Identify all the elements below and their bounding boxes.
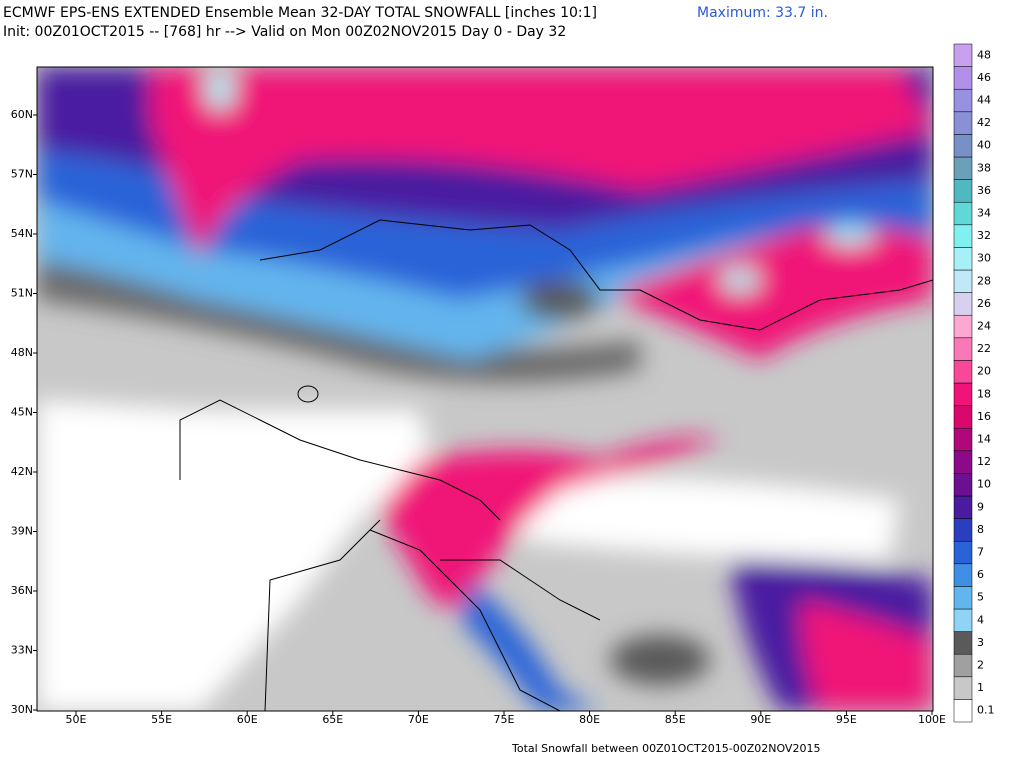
legend-label: 46: [977, 71, 991, 84]
legend-swatch: [953, 450, 973, 474]
legend-swatch: [953, 179, 973, 203]
subtitle: Init: 00Z01OCT2015 -- [768] hr --> Valid…: [3, 24, 566, 40]
lon-label: 75E: [494, 713, 515, 726]
title: ECMWF EPS-ENS EXTENDED Ensemble Mean 32-…: [3, 5, 597, 21]
legend-swatch: [953, 676, 973, 700]
lon-label: 80E: [579, 713, 600, 726]
legend-label: 2: [977, 659, 984, 672]
legend-label: 3: [977, 636, 984, 649]
legend-label: 34: [977, 207, 991, 220]
lat-label: 39N: [11, 525, 33, 538]
lon-label: 55E: [151, 713, 172, 726]
legend-label: 28: [977, 274, 991, 287]
legend-swatch: [953, 631, 973, 655]
legend-swatch: [953, 563, 973, 587]
legend-swatch: [953, 156, 973, 180]
legend-label: 38: [977, 161, 991, 174]
legend-swatch: [953, 134, 973, 158]
legend-swatch: [953, 495, 973, 519]
legend-swatch: [953, 427, 973, 452]
maximum: Maximum: 33.7 in.: [697, 5, 828, 21]
lat-label: 45N: [11, 406, 33, 419]
legend-swatch: [953, 88, 973, 113]
legend-label: 10: [977, 478, 991, 491]
legend-label: 22: [977, 342, 991, 355]
lon-label: 50E: [66, 713, 87, 726]
lon-label: 85E: [665, 713, 686, 726]
legend-swatch: [953, 699, 973, 723]
legend-label: 48: [977, 48, 991, 61]
legend-label: 32: [977, 229, 991, 242]
legend-label: 36: [977, 184, 991, 197]
lon-label: 90E: [750, 713, 771, 726]
legend-label: 4: [977, 613, 984, 626]
lat-label: 36N: [11, 584, 33, 597]
legend-swatch: [953, 292, 973, 316]
legend-swatch: [953, 247, 973, 271]
legend-swatch: [953, 66, 973, 90]
lon-label: 95E: [836, 713, 857, 726]
legend-swatch: [953, 111, 973, 135]
lat-label: 33N: [11, 644, 33, 657]
footer: Total Snowfall between 00Z01OCT2015-00Z0…: [511, 742, 820, 755]
legend-swatch: [953, 608, 973, 632]
lon-label: 70E: [408, 713, 429, 726]
legend-label: 42: [977, 116, 991, 129]
legend-swatch: [953, 360, 973, 384]
lat-label: 57N: [11, 168, 33, 181]
legend-label: 24: [977, 320, 991, 333]
lon-label: 60E: [237, 713, 258, 726]
legend-label: 20: [977, 365, 991, 378]
legend-label: 18: [977, 387, 991, 400]
lon-label: 100E: [918, 713, 946, 726]
legend-swatch: [953, 540, 973, 565]
lon-label: 65E: [322, 713, 343, 726]
legend-swatch: [953, 382, 973, 406]
legend-label: 7: [977, 546, 984, 559]
legend-swatch: [953, 269, 973, 293]
lat-label: 30N: [11, 703, 33, 716]
lat-label: 42N: [11, 465, 33, 478]
legend-label: 40: [977, 139, 991, 152]
legend-label: 30: [977, 252, 991, 265]
legend-label: 12: [977, 455, 991, 468]
lat-label: 60N: [11, 108, 33, 121]
borders: [179, 219, 933, 711]
lat-label: 54N: [11, 227, 33, 240]
legend-label: 0.1: [977, 704, 995, 717]
legend-label: 9: [977, 500, 984, 513]
legend-label: 1: [977, 681, 984, 694]
legend-swatch: [953, 43, 973, 67]
legend-label: 5: [977, 591, 984, 604]
legend-label: 44: [977, 94, 991, 107]
legend-swatch: [953, 224, 973, 248]
legend-label: 26: [977, 297, 991, 310]
legend-swatch: [953, 337, 973, 361]
legend-label: 6: [977, 568, 984, 581]
legend-label: 8: [977, 523, 984, 536]
lat-label: 51N: [11, 287, 33, 300]
lat-label: 48N: [11, 346, 33, 359]
map-frame: [36, 66, 934, 712]
legend-swatch: [953, 586, 973, 610]
legend-swatch: [953, 405, 973, 429]
legend-label: 14: [977, 433, 991, 446]
legend-swatch: [953, 473, 973, 497]
snowfall-field: [37, 67, 933, 711]
legend-swatch: [953, 518, 973, 542]
legend-swatch: [953, 653, 973, 678]
legend-swatch: [953, 201, 973, 226]
legend-label: 16: [977, 410, 991, 423]
legend-swatch: [953, 314, 973, 339]
